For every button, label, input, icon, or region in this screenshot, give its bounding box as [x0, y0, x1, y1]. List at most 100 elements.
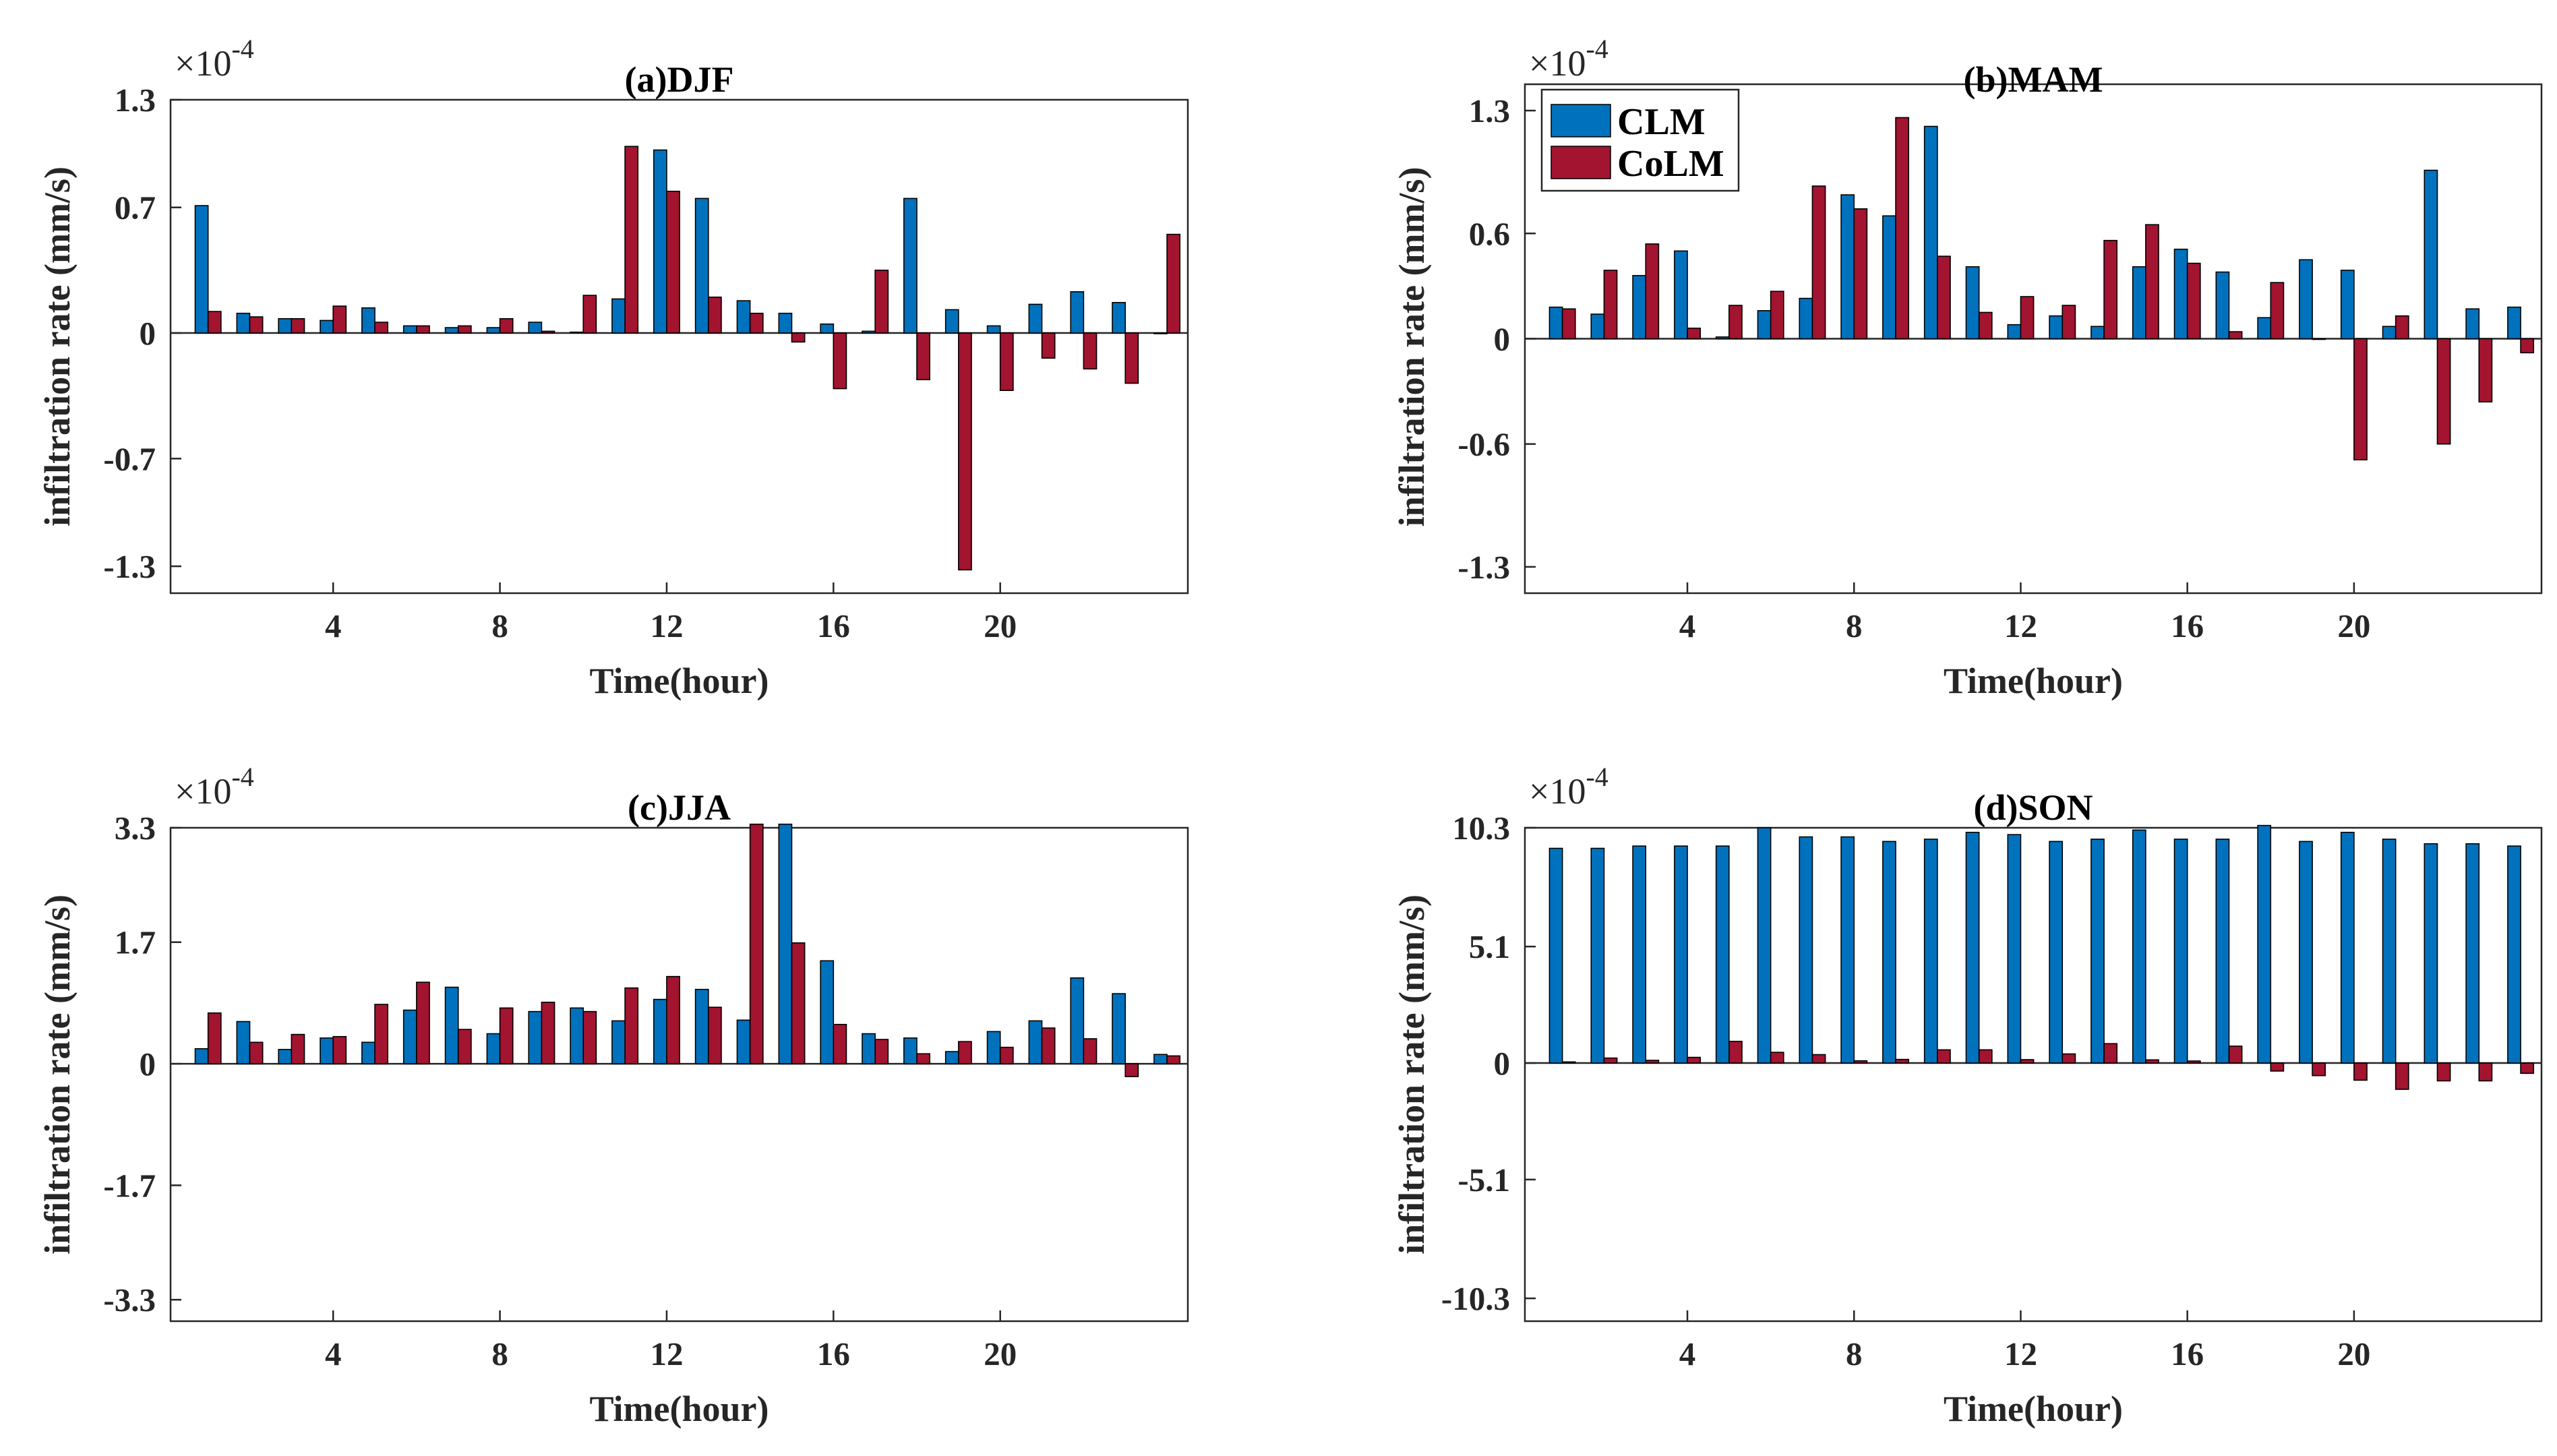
bar-colm: [2062, 305, 2076, 340]
bar-colm: [2270, 1062, 2285, 1072]
bar-colm: [2062, 1053, 2076, 1064]
bar-clm: [1028, 1020, 1043, 1064]
bar-clm: [2007, 834, 2022, 1064]
x-tick-label: 12: [650, 607, 683, 644]
bar-clm: [1674, 845, 1688, 1064]
bar-colm: [958, 1041, 972, 1064]
bar-clm: [1548, 847, 1563, 1064]
bar-clm: [2257, 317, 2272, 340]
bar-clm: [1715, 336, 1730, 340]
bar-clm: [2215, 271, 2230, 340]
x-tick-label: 8: [491, 607, 508, 644]
bar-clm: [444, 327, 459, 334]
x-tick-label: 16: [2171, 607, 2204, 644]
bar-colm: [1853, 1060, 1868, 1064]
bar-colm: [916, 332, 930, 381]
bar-clm: [1590, 313, 1605, 340]
bar-colm: [2186, 1060, 2201, 1064]
bar-colm: [2520, 338, 2535, 354]
bar-colm: [1895, 1058, 1910, 1064]
bar-colm: [249, 316, 264, 334]
y-tick-label: 0.6: [1469, 215, 1510, 252]
bar-clm: [1632, 274, 1647, 340]
bar-colm: [666, 190, 680, 334]
panel-title: (d)SON: [1973, 787, 2093, 828]
bar-colm: [291, 317, 305, 334]
bar-colm: [249, 1041, 264, 1064]
bar-colm: [833, 332, 847, 390]
y-tick-label: -1.3: [103, 548, 156, 585]
x-tick-label: 8: [1846, 1335, 1863, 1372]
bar-colm: [457, 1029, 472, 1064]
x-tick-label: 16: [2171, 1335, 2204, 1372]
bar-colm: [1770, 1052, 1784, 1064]
x-axis-title: Time(hour): [1944, 1389, 2123, 1429]
bar-clm: [361, 1041, 375, 1064]
bar-clm: [2340, 831, 2355, 1064]
bar-clm: [2299, 259, 2313, 340]
bar-clm: [528, 1010, 543, 1064]
bar-clm: [944, 1051, 959, 1064]
panel-mam: 1.3 0.6 0 -0.6 -1.3 4 8 12 16 20 (b)MAM Time(hour) i…: [1391, 34, 2543, 701]
bar-colm: [2312, 1062, 2326, 1076]
bar-clm: [2340, 270, 2355, 340]
bar-colm: [2145, 224, 2159, 340]
y-tick-label: 1.3: [1469, 92, 1510, 129]
panel-title: (a)DJF: [625, 59, 734, 100]
bar-colm: [1978, 1049, 1993, 1064]
bar-clm: [2465, 308, 2480, 340]
bar-clm: [1840, 836, 1855, 1064]
y-tick-label: 10.3: [1452, 810, 1510, 847]
bar-colm: [2436, 1062, 2451, 1082]
scale-base: ×10: [1529, 43, 1586, 84]
bar-clm: [1112, 993, 1126, 1064]
scale-exponent: -4: [231, 762, 253, 792]
bar-colm: [416, 325, 430, 334]
y-tick-label: 0: [1494, 1045, 1511, 1082]
bar-clm: [862, 330, 876, 334]
x-tick-label: 4: [1679, 607, 1696, 644]
bar-clm: [2132, 829, 2146, 1064]
bar-colm: [916, 1053, 930, 1064]
bar-clm: [903, 198, 917, 334]
bar-colm: [2103, 239, 2118, 340]
panel-djf: 1.3 0.7 0 -0.7 -1.3 4 8 12 16 20 (a)DJF Time(hour) i…: [37, 34, 1189, 701]
bar-clm: [2090, 326, 2105, 340]
bar-clm: [2465, 843, 2480, 1064]
bar-colm: [791, 942, 806, 1064]
bar-colm: [2353, 338, 2368, 460]
bar-clm: [1153, 1054, 1168, 1064]
bar-clm: [2132, 266, 2146, 340]
bar-clm: [653, 149, 667, 334]
bar-colm: [1728, 305, 1743, 340]
bar-clm: [194, 1048, 209, 1064]
bar-colm: [2436, 338, 2451, 445]
bar-colm: [1853, 208, 1868, 340]
bar-clm: [1112, 301, 1126, 334]
bar-clm: [986, 325, 1001, 334]
bar-colm: [2520, 1062, 2535, 1074]
bar-clm: [570, 1007, 584, 1064]
bar-colm: [2312, 338, 2326, 340]
bar-clm: [1674, 250, 1688, 340]
bar-clm: [1070, 291, 1085, 334]
legend-label-clm: CLM: [1617, 101, 1706, 143]
scale-multiplier: ×10-4: [175, 762, 254, 812]
bar-colm: [582, 295, 597, 334]
y-tick-label: 0: [1494, 321, 1511, 358]
bar-colm: [1770, 291, 1784, 340]
bar-colm: [1561, 308, 1576, 340]
x-tick-label: 8: [1846, 607, 1863, 644]
bar-clm: [2049, 841, 2064, 1064]
bar-colm: [1687, 1056, 1701, 1064]
bar-colm: [874, 1039, 889, 1064]
bar-colm: [2395, 315, 2409, 340]
bar-clm: [1757, 310, 1772, 340]
scale-multiplier: ×10-4: [1529, 762, 1608, 812]
x-tick-label: 20: [984, 1335, 1017, 1372]
bar-clm: [820, 323, 835, 334]
x-axis-title: Time(hour): [1944, 661, 2123, 701]
axes-box: [169, 826, 1189, 1323]
bar-clm: [736, 300, 751, 334]
bar-clm: [903, 1037, 917, 1064]
